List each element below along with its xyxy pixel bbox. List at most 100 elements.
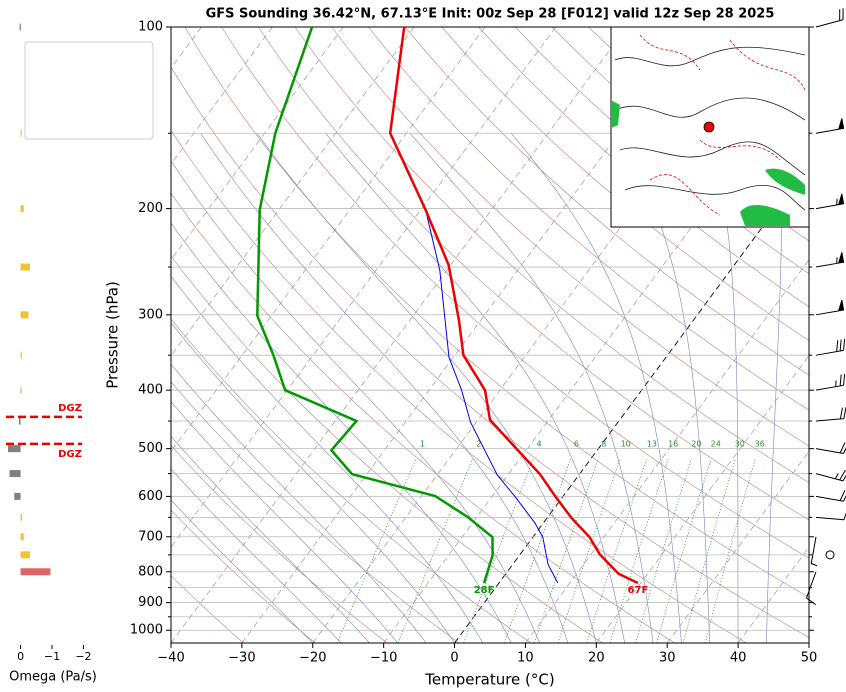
legend — [24, 41, 154, 140]
y-tick-label: 700 — [138, 529, 163, 544]
pseudoadiabat — [171, 435, 370, 643]
mixing-ratio-label: 20 — [691, 439, 701, 448]
mixing-ratio-line — [704, 458, 756, 643]
wind-barb — [815, 252, 845, 268]
x-tick-label: 20 — [588, 651, 605, 666]
wind-calm — [825, 550, 835, 560]
mixing-ratio-label: 1 — [420, 439, 425, 448]
wind-barb — [815, 8, 844, 28]
omega-bar — [20, 263, 30, 271]
dry-adiabat — [258, 27, 809, 521]
y-tick-label: 300 — [138, 307, 163, 322]
dry-adiabat — [171, 66, 809, 638]
mixing-ratio-label: 36 — [755, 439, 765, 448]
y-tick-label: 1000 — [130, 623, 163, 638]
wind-barb — [815, 193, 845, 210]
isotherm — [454, 163, 809, 643]
mixing-ratio-label: 6 — [574, 439, 579, 448]
mixing-ratio-label: 8 — [601, 439, 606, 448]
omega-bar — [19, 23, 21, 31]
mixing-ratio-label: 13 — [647, 439, 657, 448]
omega-bar — [20, 205, 24, 213]
x-tick-label: −10 — [370, 651, 397, 666]
dry-adiabat — [441, 27, 809, 342]
profile-line — [389, 132, 559, 584]
mixing-ratio-line — [635, 458, 692, 643]
y-tick-label: 500 — [138, 441, 163, 456]
y-tick-label: 900 — [138, 595, 163, 610]
mixing-ratio-label: 4 — [537, 439, 542, 448]
background-lines — [171, 27, 809, 643]
isotherm — [241, 27, 699, 643]
x-tick-label: 0 — [17, 650, 24, 663]
pseudoadiabat — [200, 133, 569, 643]
isotherm — [312, 27, 769, 643]
omega-bar — [20, 386, 22, 394]
x-tick-label: −2 — [75, 650, 91, 663]
wind-barb — [815, 338, 846, 356]
x-tick-label: 0 — [450, 651, 458, 666]
y-tick-label: 600 — [138, 489, 163, 504]
wind-barb — [810, 536, 818, 567]
dgz-label: DGZ — [58, 449, 82, 460]
pseudoadiabat — [171, 160, 540, 643]
x-tick-label: −30 — [228, 651, 255, 666]
omega-bar — [14, 492, 21, 500]
dry-adiabat — [368, 27, 809, 411]
dry-adiabat — [478, 27, 809, 308]
x-tick-label: −20 — [299, 651, 326, 666]
omega-bar — [20, 551, 30, 559]
isotherm — [171, 27, 628, 643]
pseudoadiabat — [171, 363, 427, 643]
wind-barb — [815, 490, 846, 502]
dry-adiabat — [294, 27, 809, 483]
dry-adiabat — [221, 27, 809, 559]
chart-title: GFS Sounding 36.42°N, 67.13°E Init: 00z … — [206, 7, 775, 22]
wind-barb — [815, 469, 846, 482]
mixing-ratio-line — [504, 458, 572, 643]
dry-adiabat — [171, 192, 675, 643]
omega-bar — [20, 533, 24, 541]
wind-barb — [815, 118, 845, 134]
profile-line — [388, 27, 639, 585]
omega-bar — [19, 417, 21, 425]
mixing-ratio-label: 2 — [476, 439, 481, 448]
x-tick-label: 30 — [659, 651, 676, 666]
omega-axis-label: Omega (Pa/s) — [9, 670, 97, 685]
pseudoadiabat — [325, 133, 625, 643]
dry-adiabat — [171, 445, 388, 643]
wind-barb — [805, 571, 817, 606]
omega-bar — [20, 351, 22, 359]
dry-adiabat — [171, 129, 747, 643]
profile-line — [256, 27, 494, 584]
omega-bar — [20, 513, 23, 521]
wind-barb — [815, 442, 846, 454]
mixing-ratio-label: 30 — [735, 439, 745, 448]
mixing-ratio-line — [682, 458, 736, 643]
isotherm — [171, 27, 557, 548]
surface-label: 28F — [474, 585, 495, 596]
wind-barb — [815, 512, 846, 521]
dry-adiabat — [171, 575, 244, 643]
mixing-ratio-label: 16 — [668, 439, 678, 448]
inset-map — [610, 26, 810, 228]
x-tick-label: 10 — [517, 651, 534, 666]
wind-barb — [815, 407, 846, 422]
x-axis-label: Temperature (°C) — [424, 671, 554, 689]
x-tick-label: 40 — [730, 651, 747, 666]
surface-label: 67F — [628, 585, 649, 596]
omega-bar — [20, 311, 29, 319]
isotherm — [171, 27, 415, 357]
mixing-ratio-label: 10 — [621, 439, 631, 448]
dry-adiabat — [171, 381, 460, 643]
wind-barb — [815, 299, 845, 316]
mixing-ratio-line — [533, 458, 599, 643]
x-tick-label: 50 — [801, 651, 818, 666]
omega-bar — [20, 568, 51, 576]
y-tick-label: 200 — [138, 201, 163, 216]
omega-bar — [20, 129, 22, 137]
dry-adiabat — [404, 27, 809, 376]
dry-adiabat — [171, 509, 316, 643]
mixing-ratio-line — [463, 458, 534, 643]
